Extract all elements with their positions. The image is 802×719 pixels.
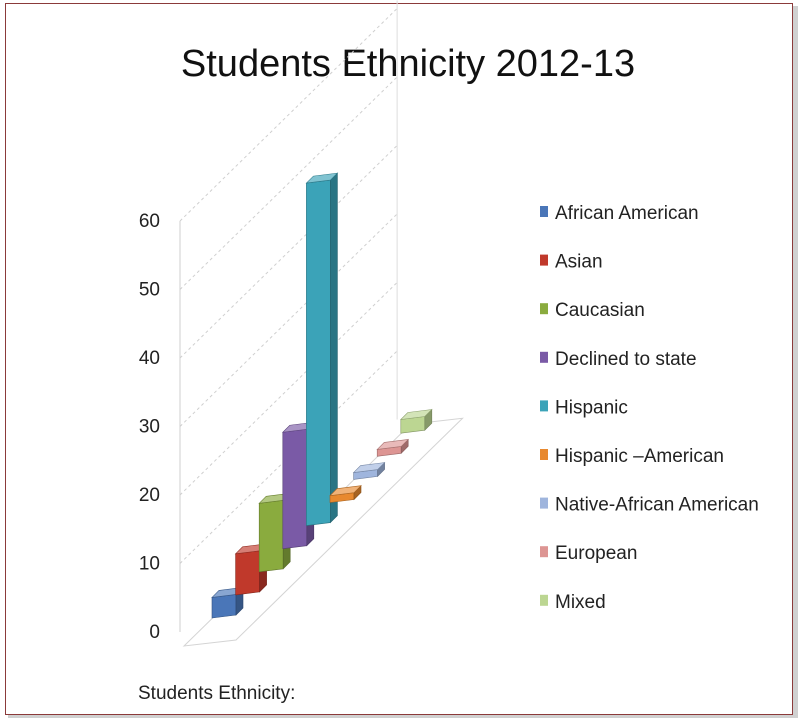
legend-item: European bbox=[540, 543, 637, 564]
legend-label: Hispanic –American bbox=[555, 446, 724, 467]
bar bbox=[376, 438, 410, 457]
legend-swatch bbox=[540, 594, 548, 606]
legend-swatch bbox=[540, 497, 548, 509]
x-axis-label: Students Ethnicity: bbox=[138, 683, 295, 704]
legend-item: Asian bbox=[540, 252, 603, 273]
legend-label: Hispanic bbox=[555, 397, 628, 418]
legend-label: Asian bbox=[555, 252, 603, 273]
gridline bbox=[179, 213, 398, 427]
legend-swatch bbox=[540, 546, 548, 558]
bar bbox=[352, 461, 386, 480]
gridline bbox=[179, 282, 398, 496]
bar bbox=[305, 172, 339, 526]
bar bbox=[329, 484, 362, 503]
legend-label: Native-African American bbox=[555, 495, 759, 516]
y-tick-label: 50 bbox=[139, 280, 160, 301]
legend-item: Hispanic –American bbox=[540, 446, 724, 467]
bar bbox=[399, 408, 433, 434]
legend-swatch bbox=[540, 400, 548, 412]
legend-item: Mixed bbox=[540, 592, 606, 613]
legend-label: Declined to state bbox=[555, 349, 697, 370]
bar bbox=[234, 543, 268, 596]
legend-swatch bbox=[540, 351, 548, 363]
legend-swatch bbox=[540, 303, 548, 315]
gridline bbox=[179, 8, 398, 222]
legend-swatch bbox=[540, 254, 548, 266]
chart-bars bbox=[211, 172, 433, 619]
gridline bbox=[179, 76, 398, 290]
gridline bbox=[179, 145, 398, 359]
chart-title: Students Ethnicity 2012-13 bbox=[181, 43, 635, 85]
legend-item: Declined to state bbox=[540, 349, 697, 370]
chart-gridlines bbox=[179, 8, 398, 564]
legend-swatch bbox=[540, 206, 548, 217]
y-axis-ticks: 0 10 20 30 40 50 60 bbox=[139, 211, 160, 643]
legend-item: African American bbox=[540, 203, 699, 224]
legend-swatch bbox=[540, 449, 548, 460]
y-tick-label: 10 bbox=[139, 554, 160, 575]
legend-item: Hispanic bbox=[540, 397, 628, 418]
legend-item: Native-African American bbox=[540, 495, 759, 516]
y-tick-label: 20 bbox=[139, 485, 160, 506]
legend-item: Caucasian bbox=[540, 300, 645, 321]
legend-label: European bbox=[555, 543, 637, 564]
bar bbox=[211, 586, 244, 619]
y-tick-label: 60 bbox=[139, 211, 160, 232]
legend-label: Mixed bbox=[555, 592, 606, 613]
y-tick-label: 0 bbox=[149, 622, 160, 643]
y-tick-label: 30 bbox=[139, 417, 160, 438]
chart-frame bbox=[5, 3, 793, 715]
y-tick-label: 40 bbox=[139, 348, 160, 369]
legend-label: African American bbox=[555, 203, 699, 224]
chart-legend: African American Asian Caucasian Declined t… bbox=[540, 203, 759, 613]
legend-label: Caucasian bbox=[555, 300, 645, 321]
